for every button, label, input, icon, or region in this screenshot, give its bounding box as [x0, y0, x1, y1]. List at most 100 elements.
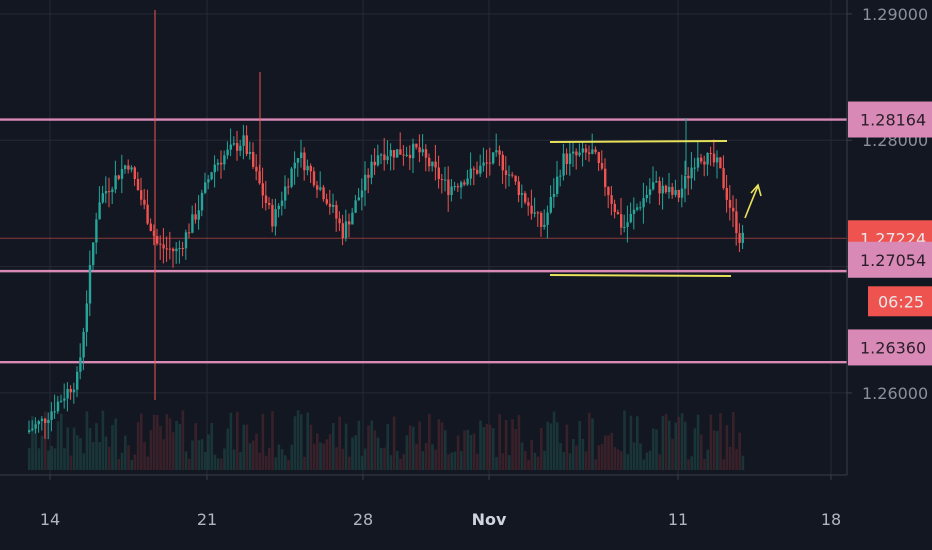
volume-bar — [341, 448, 345, 470]
volume-bar — [536, 456, 540, 470]
candle-body — [728, 199, 732, 208]
candle-body — [696, 157, 700, 168]
volume-bar — [175, 420, 178, 470]
candle-body — [428, 157, 431, 167]
candle-body — [293, 162, 296, 169]
volume-bar — [610, 432, 613, 470]
candle-body — [396, 149, 399, 158]
volume-bar — [722, 459, 725, 470]
candle-body — [245, 135, 248, 154]
volume-bar — [178, 423, 181, 470]
volume-bar — [239, 452, 242, 470]
candle-body — [69, 388, 72, 393]
volume-bar — [405, 435, 409, 470]
volume-bar — [85, 411, 89, 470]
volume-bar — [376, 437, 380, 470]
volume-bar — [661, 416, 665, 470]
candle-body — [117, 175, 120, 179]
volume-bar — [34, 420, 37, 470]
candle-body — [610, 195, 613, 204]
volume-bar — [351, 437, 354, 470]
candle-body — [72, 389, 76, 393]
candle-body — [162, 244, 165, 249]
volume-bar — [290, 444, 293, 470]
volume-bar — [629, 415, 633, 470]
volume-bar — [204, 451, 207, 470]
time-axis[interactable]: 14 21 28 Nov 11 18 — [40, 475, 841, 529]
volume-bar — [220, 458, 223, 470]
volume-bar — [130, 459, 133, 470]
candle-body — [178, 248, 181, 250]
candle-body — [578, 152, 581, 156]
candle-body — [104, 191, 108, 194]
volume-bar — [626, 454, 629, 470]
volume-bar — [623, 410, 626, 470]
candle-body — [600, 163, 604, 169]
volume-bar — [200, 439, 204, 470]
volume-bar — [319, 442, 322, 470]
volume-bar — [735, 449, 738, 470]
annotations — [549, 140, 762, 277]
volume-bar — [437, 419, 441, 470]
candle-body — [159, 243, 162, 245]
candle-body — [383, 154, 386, 161]
volume-bar — [642, 459, 645, 470]
volume-bar — [303, 456, 306, 470]
volume-bar — [47, 450, 50, 470]
candle-body — [338, 218, 341, 224]
volume-bar — [728, 446, 732, 470]
candle-body — [255, 166, 258, 172]
volume-bar — [181, 410, 185, 470]
volume-bar — [648, 450, 652, 470]
price-tag — [848, 241, 932, 278]
volume-bar — [143, 442, 146, 470]
candle-body — [226, 149, 229, 156]
volume-bar — [82, 453, 85, 470]
candle-body — [172, 248, 175, 252]
volume-bar — [655, 429, 658, 470]
candle-body — [236, 143, 239, 151]
volume-bar — [725, 425, 729, 470]
volume-bar — [607, 435, 610, 470]
candle-body — [220, 162, 223, 165]
candle-body — [488, 162, 492, 164]
volume-bar — [216, 458, 220, 470]
candle-body — [268, 203, 271, 205]
volume-bar — [101, 410, 105, 470]
candle-body — [92, 242, 95, 266]
candle-body — [152, 230, 156, 237]
candle-body — [719, 157, 722, 169]
candle-body — [536, 212, 540, 214]
volume-bar — [472, 433, 476, 470]
volume-bar — [636, 416, 639, 470]
candle-body — [498, 150, 501, 155]
volume-bar — [392, 416, 396, 470]
volume-bar — [194, 423, 197, 470]
volume-bar — [213, 454, 217, 470]
candle-body — [645, 194, 648, 199]
arrow-up-icon — [744, 185, 759, 219]
volume-bar — [367, 425, 370, 470]
candle-body — [552, 193, 556, 198]
candle-body — [716, 157, 719, 163]
volume-bar — [360, 455, 364, 470]
candle-body — [34, 424, 37, 429]
candle-body — [607, 186, 610, 196]
volume-bar — [50, 445, 53, 470]
volume-bar — [402, 454, 405, 470]
candle-body — [466, 178, 469, 185]
volume-bar — [88, 427, 92, 470]
candle-body — [722, 168, 725, 189]
volume-bar — [136, 422, 140, 470]
candle-body — [360, 190, 364, 198]
volume-bar — [588, 412, 591, 470]
volume-bar — [604, 435, 607, 470]
candle-body — [188, 232, 191, 234]
arrow-head-icon — [750, 183, 762, 197]
candle-body — [242, 135, 245, 146]
candle-body — [229, 144, 232, 150]
candle-body — [66, 388, 69, 399]
candle-body — [351, 212, 354, 225]
